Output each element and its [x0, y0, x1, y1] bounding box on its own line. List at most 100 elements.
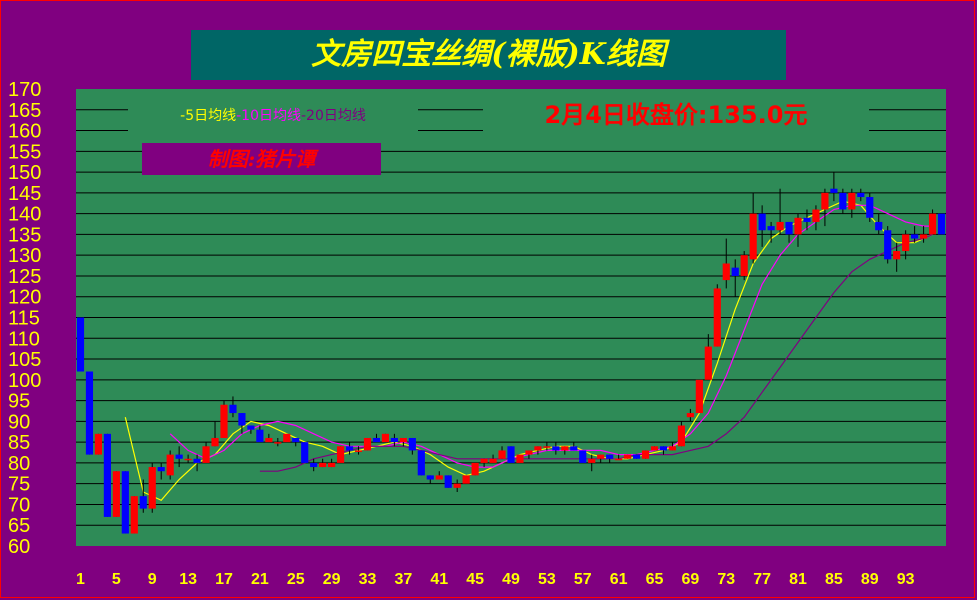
- candle: [193, 454, 201, 472]
- candle: [85, 371, 94, 455]
- candle-body: [893, 251, 901, 260]
- candle: [148, 462, 156, 513]
- candle-body: [632, 454, 641, 459]
- candle: [641, 450, 650, 459]
- x-tick-label: 85: [825, 571, 843, 588]
- candle-body: [767, 226, 775, 231]
- candle: [588, 454, 596, 472]
- x-tick-label: 9: [148, 571, 157, 588]
- candle-body: [875, 221, 883, 231]
- candle: [543, 442, 551, 451]
- x-axis-labels: 1 5 9 13 17 21 25 29 33 37 41 45 49 53 57 61 65 69 73 77 81 8…: [76, 571, 915, 588]
- candle: [507, 446, 515, 463]
- candle-body: [516, 454, 524, 463]
- candle: [337, 446, 345, 463]
- candle: [345, 442, 354, 455]
- x-tick-label: 81: [789, 571, 807, 588]
- candle: [399, 437, 407, 447]
- title-box: 文房四宝丝绸(裸版)K线图: [191, 30, 786, 80]
- candle: [462, 475, 470, 484]
- candle-body: [812, 209, 820, 222]
- candle: [875, 213, 883, 235]
- candle-body: [543, 446, 551, 448]
- candle: [435, 471, 443, 480]
- candle: [229, 396, 237, 418]
- candle: [480, 458, 488, 468]
- candle-body: [624, 454, 632, 459]
- candle: [166, 450, 174, 480]
- candle: [857, 188, 865, 202]
- candle: [112, 471, 120, 517]
- candle-body: [937, 213, 946, 235]
- candle: [157, 462, 165, 480]
- y-tick-label: 80: [8, 453, 30, 475]
- candle-body: [238, 413, 246, 426]
- candle: [919, 226, 928, 243]
- y-tick-label: 95: [8, 391, 30, 413]
- candle: [677, 421, 685, 447]
- candle: [363, 437, 372, 451]
- candle-body: [803, 217, 811, 222]
- candle: [659, 446, 668, 455]
- candle-body: [794, 217, 802, 235]
- x-tick-label: 69: [681, 571, 699, 588]
- y-tick-label: 160: [8, 121, 41, 143]
- candle-body: [417, 450, 425, 476]
- candle-body: [866, 197, 874, 218]
- candle-body: [435, 475, 443, 480]
- candle: [121, 471, 129, 534]
- candle-body: [345, 446, 354, 451]
- candle-body: [202, 446, 210, 463]
- y-tick-label: 130: [8, 245, 41, 267]
- candle: [220, 400, 228, 438]
- candle-body: [265, 437, 273, 443]
- candle-body: [139, 496, 147, 509]
- legend-ma10: -10日均线: [236, 108, 301, 124]
- candle-body: [363, 437, 372, 451]
- candle: [372, 433, 381, 443]
- candles: [76, 172, 946, 534]
- candle: [130, 496, 138, 534]
- candle: [928, 209, 937, 235]
- candle-body: [579, 450, 587, 463]
- candle-body: [695, 379, 703, 414]
- y-tick-label: 125: [8, 266, 41, 288]
- candle-body: [740, 255, 748, 276]
- candle-body: [426, 475, 434, 480]
- x-tick-label: 73: [717, 571, 735, 588]
- candle: [354, 446, 363, 455]
- candle: [256, 425, 264, 443]
- candle: [695, 379, 703, 414]
- candle-body: [902, 234, 910, 252]
- candle-body: [830, 188, 838, 193]
- candle-body: [381, 433, 390, 443]
- candle: [785, 221, 793, 243]
- candle: [731, 259, 739, 297]
- candle-body: [112, 471, 120, 517]
- candle: [749, 192, 757, 264]
- candle-body: [677, 425, 685, 447]
- legend: -5日均线-10日均线-20日均线: [128, 101, 418, 131]
- x-tick-label: 13: [179, 571, 197, 588]
- candle-body: [480, 458, 488, 463]
- x-tick-label: 57: [574, 571, 592, 588]
- candle-body: [76, 317, 85, 372]
- x-tick-label: 5: [112, 571, 121, 588]
- author-label: 制图:猪片谭: [207, 147, 316, 171]
- candle-body: [211, 437, 219, 447]
- candle: [776, 188, 784, 235]
- candle: [561, 446, 569, 455]
- y-tick-label: 60: [8, 536, 30, 558]
- y-tick-label: 140: [8, 204, 41, 226]
- legend-ma5: -5日均线: [180, 108, 237, 124]
- candle: [839, 188, 847, 214]
- candle: [911, 226, 919, 243]
- candle-body: [857, 192, 865, 198]
- candle: [184, 454, 192, 463]
- candle: [471, 462, 479, 476]
- candle-body: [641, 450, 650, 459]
- candle: [615, 454, 623, 461]
- y-tick-label: 165: [8, 100, 41, 122]
- candle-body: [354, 450, 363, 452]
